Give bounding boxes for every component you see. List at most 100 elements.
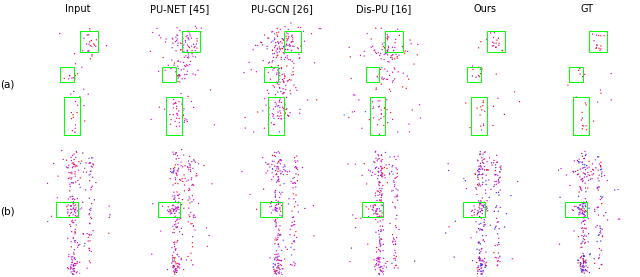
Point [146,117,156,122]
Point [270,271,280,276]
Point [172,225,182,229]
Point [168,207,179,211]
Point [70,240,80,245]
Point [577,177,587,181]
Point [92,38,102,42]
Point [85,261,95,265]
Point [72,240,83,245]
Point [91,44,101,48]
Point [572,158,582,163]
Point [479,224,489,229]
Point [207,182,217,186]
Point [172,252,182,257]
Point [383,120,393,125]
Point [471,75,481,79]
Point [403,49,413,54]
Point [595,266,605,271]
Point [69,255,79,260]
Point [187,199,197,204]
Point [488,104,499,109]
Point [583,170,593,175]
Point [296,37,307,42]
Point [577,233,587,238]
Point [86,208,96,212]
Point [65,184,76,189]
Point [278,165,289,169]
Point [291,229,301,234]
Point [371,50,381,54]
Point [84,246,94,250]
Point [72,260,83,264]
Point [289,44,299,49]
Point [287,215,298,220]
Point [474,210,484,214]
Point [172,217,182,221]
Point [596,34,606,38]
Point [475,163,485,168]
Point [573,68,584,73]
Point [479,239,490,244]
Point [272,256,282,260]
Point [284,36,294,40]
Point [167,36,177,40]
Point [374,72,384,76]
Point [168,256,179,260]
Point [171,101,181,106]
Point [375,268,385,272]
Point [70,163,80,167]
Point [577,75,588,79]
Point [579,260,589,264]
Point [578,239,588,243]
Point [205,88,216,92]
Point [75,185,85,190]
Point [79,119,90,123]
Point [62,266,72,270]
Point [274,160,284,164]
Point [171,225,181,229]
Point [172,218,182,222]
Point [290,165,300,170]
Point [596,91,606,96]
Point [383,45,394,50]
Point [388,239,398,243]
Point [176,256,186,260]
Point [172,172,182,176]
Point [275,201,285,205]
Point [477,208,488,213]
Point [382,48,392,53]
Point [70,130,80,134]
Point [579,216,589,220]
Point [493,236,504,241]
Point [575,260,586,265]
Point [279,52,289,56]
Point [287,48,297,53]
Point [185,168,195,172]
Point [170,178,180,182]
Point [475,257,485,262]
Point [275,86,285,90]
Point [614,217,625,221]
Point [169,269,179,273]
Point [592,223,602,228]
Point [477,271,487,276]
Point [186,258,196,263]
Point [389,184,399,189]
Point [293,47,303,51]
Point [381,98,392,102]
Point [60,200,70,205]
Point [576,242,586,246]
Point [273,242,284,247]
Point [72,150,82,155]
Point [70,227,81,232]
Point [70,174,81,178]
Point [387,117,397,122]
Point [479,168,490,172]
Point [493,220,504,224]
Point [412,53,422,57]
Point [397,85,408,89]
Point [105,213,115,217]
Point [289,61,299,65]
Point [168,255,178,260]
Point [577,245,587,249]
Point [173,74,183,78]
